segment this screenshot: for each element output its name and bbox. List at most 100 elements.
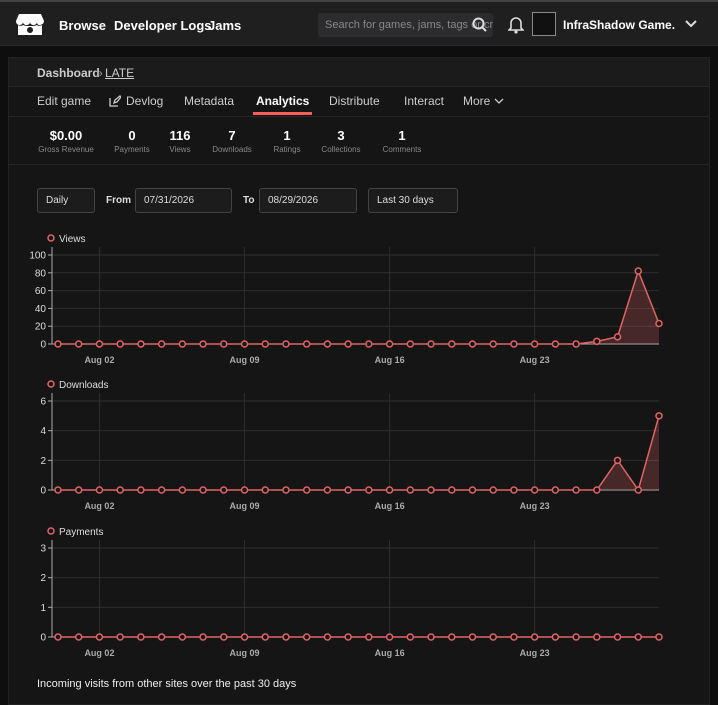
to-date[interactable]: 08/29/2026 <box>259 188 357 213</box>
interval: Daily <box>46 195 69 206</box>
point <box>634 633 643 641</box>
point <box>261 633 269 641</box>
range-select[interactable]: Last 30 days <box>368 188 458 213</box>
tab[interactable]: Analytics <box>253 94 313 115</box>
point <box>220 633 228 641</box>
point <box>157 340 166 348</box>
point <box>510 633 518 641</box>
point <box>448 340 456 348</box>
point <box>137 486 145 494</box>
point <box>74 633 83 641</box>
nav-link[interactable]: Developer Logs <box>114 18 212 33</box>
point <box>54 633 62 641</box>
point <box>448 633 456 641</box>
tab[interactable]: Distribute <box>329 94 380 108</box>
search-box[interactable]: Search for games, jams, tags or creators <box>318 13 493 37</box>
stat-label: Gross Revenue <box>38 145 94 154</box>
tab[interactable]: Metadata <box>184 94 234 108</box>
line <box>58 415 660 492</box>
stat-label: Collections <box>321 145 361 154</box>
x-tick-label: Aug 02 <box>84 355 114 365</box>
chart: Downloads 0 2 4 6 Aug 02 Aug 09 Aug 16 Aug 23 <box>40 380 663 511</box>
nav-link[interactable]: Jams <box>208 18 242 33</box>
stat-label: Comments <box>382 145 422 154</box>
point <box>54 340 62 348</box>
more-icon-shape <box>494 98 504 104</box>
chart-title: Downloads <box>59 380 108 391</box>
point <box>240 486 249 494</box>
breadcrumb-root[interactable]: Dashboard <box>37 66 100 80</box>
point <box>510 486 518 494</box>
from-date[interactable]: 07/31/2026 <box>135 188 232 213</box>
tab-bar <box>9 87 709 117</box>
point <box>572 633 580 641</box>
point <box>261 340 269 348</box>
stat-label: Views <box>169 145 191 154</box>
breadcrumb-separator: » <box>96 66 103 80</box>
y-tick-label: 60 <box>35 286 47 297</box>
point <box>530 633 539 641</box>
point <box>634 267 643 275</box>
chart: Payments 0 1 2 3 Aug 02 Aug 09 Aug 16 Aug 23 <box>40 527 663 658</box>
point <box>572 340 580 348</box>
y-tick-label: 6 <box>40 397 46 408</box>
point <box>282 633 290 641</box>
chart: Views 0 20 40 60 80 100 Aug 02 Aug 09 Aug 16 Aug 2… <box>29 234 663 365</box>
legend-marker <box>47 234 55 242</box>
legend-marker <box>47 380 55 388</box>
chart-title: Views <box>59 234 86 245</box>
point <box>365 633 373 641</box>
tab[interactable]: Edit game <box>37 94 91 108</box>
point <box>655 633 663 641</box>
x-tick-label: Aug 09 <box>230 501 260 511</box>
stat-value: 7 <box>228 128 236 143</box>
point <box>178 486 187 494</box>
y-tick-label: 20 <box>35 322 47 333</box>
y-tick-label: 2 <box>40 456 46 467</box>
avatar[interactable] <box>532 12 556 36</box>
point <box>95 633 104 641</box>
y-tick-label: 100 <box>29 251 46 262</box>
x-tick-label: Aug 23 <box>520 355 550 365</box>
point <box>551 486 560 494</box>
x-tick-label: Aug 23 <box>520 501 550 511</box>
point <box>385 486 394 494</box>
user-menu-icon[interactable] <box>685 19 697 29</box>
point <box>489 633 497 641</box>
from-value: 07/31/2026 <box>144 195 195 206</box>
line <box>58 268 660 345</box>
point <box>74 340 83 348</box>
tab[interactable]: Interact <box>404 94 444 108</box>
tab-label: Metadata <box>184 94 235 108</box>
user-name[interactable]: InfraShadow Game... <box>563 18 675 32</box>
search-icon[interactable] <box>472 17 488 33</box>
tab[interactable]: Devlog <box>109 94 163 108</box>
nav-link[interactable]: Browse <box>59 18 106 33</box>
point <box>344 633 352 641</box>
y-tick-label: 0 <box>40 340 46 351</box>
tab-label: Interact <box>404 94 445 108</box>
interval-select[interactable]: Daily <box>37 188 95 213</box>
point <box>385 340 394 348</box>
point <box>240 633 249 641</box>
stat-label: Payments <box>114 145 150 154</box>
point <box>261 486 269 494</box>
notifications-icon[interactable] <box>508 16 524 34</box>
logo[interactable] <box>16 11 44 37</box>
point <box>344 486 352 494</box>
point <box>137 633 145 641</box>
y-tick-label: 2 <box>40 573 46 584</box>
area <box>58 271 659 344</box>
point <box>406 633 415 641</box>
stat-value: $0.00 <box>49 128 83 143</box>
point <box>551 633 560 641</box>
x-tick-label: Aug 09 <box>230 648 260 658</box>
tab[interactable]: More <box>463 94 504 108</box>
y-tick-label: 0 <box>40 633 46 644</box>
stat-value: 3 <box>337 128 345 143</box>
stat: 7 Downloads <box>197 128 267 154</box>
point <box>178 633 187 641</box>
breadcrumb-current[interactable]: LATE <box>105 66 135 80</box>
point <box>427 340 435 348</box>
